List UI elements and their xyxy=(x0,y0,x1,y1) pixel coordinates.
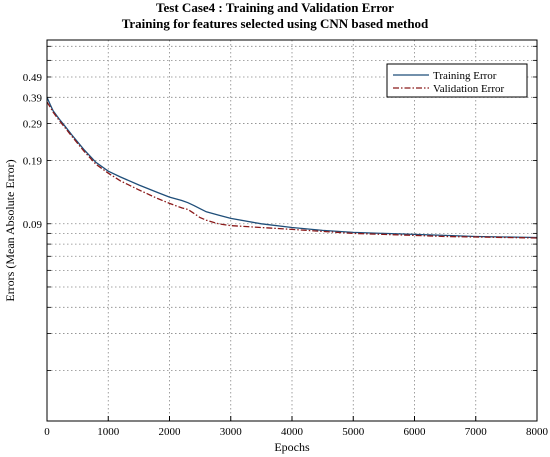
x-tick-label: 5000 xyxy=(342,426,365,438)
series-lines xyxy=(46,97,538,239)
y-tick-label: 0.39 xyxy=(23,92,43,104)
x-tick-label: 1000 xyxy=(97,426,120,438)
x-tick-label: 8000 xyxy=(526,426,549,438)
validation-error-line xyxy=(46,101,538,239)
x-tick-label: 6000 xyxy=(404,426,427,438)
legend-label: Validation Error xyxy=(433,83,505,95)
chart-subtitle: Training for features selected using CNN… xyxy=(121,16,429,31)
legend-box xyxy=(386,63,528,98)
axis-ticks: 0 1000 2000 3000 4000 5000 6000 7000 8000 0.49 0.3… xyxy=(23,45,549,438)
x-tick-label: 3000 xyxy=(220,426,243,438)
x-tick-label: 0 xyxy=(44,426,50,438)
x-tick-label: 7000 xyxy=(465,426,488,438)
chart-title: Test Case4 : Training and Validation Err… xyxy=(156,0,394,15)
legend-label: Training Error xyxy=(433,70,497,82)
y-tick-label: 0.09 xyxy=(23,219,43,231)
x-axis-label: Epochs xyxy=(274,440,310,454)
y-tick-label: 0.19 xyxy=(23,156,43,168)
y-tick-label: 0.29 xyxy=(23,119,43,131)
grid xyxy=(47,40,537,421)
x-tick-label: 4000 xyxy=(281,426,304,438)
training-error-line xyxy=(46,97,538,239)
x-tick-label: 2000 xyxy=(159,426,182,438)
y-tick-label: 0.49 xyxy=(23,72,43,84)
y-axis-label: Errors (Mean Absolute Error) xyxy=(3,159,17,301)
